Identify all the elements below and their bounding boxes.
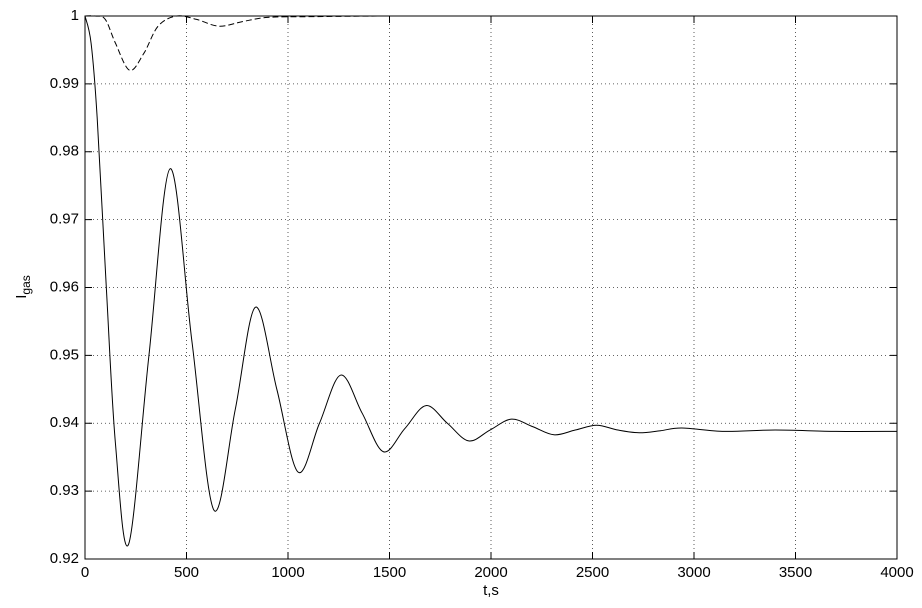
- x-axis-label: t,s: [483, 582, 499, 599]
- x-tick-label: 3500: [779, 564, 812, 581]
- y-tick-label: 0.99: [50, 75, 79, 92]
- x-tick-label: 2500: [576, 564, 609, 581]
- y-tick-label: 0.96: [50, 278, 79, 295]
- x-tick-label: 3000: [677, 564, 710, 581]
- x-tick-label: 1000: [271, 564, 304, 581]
- y-tick-label: 0.94: [50, 414, 79, 431]
- data-line: [84, 15, 898, 547]
- y-axis-label: Igas: [13, 275, 33, 299]
- data-line: [84, 15, 897, 71]
- y-tick-label: 0.98: [50, 143, 79, 160]
- x-tick-label: 2000: [474, 564, 507, 581]
- y-tick-label: 0.92: [50, 550, 79, 567]
- x-tick-label: 1500: [373, 564, 406, 581]
- y-axis-label-sub: gas: [19, 275, 33, 294]
- y-tick-label: 1: [71, 7, 79, 24]
- y-tick-label: 0.97: [50, 211, 79, 228]
- y-axis-label-main: I: [13, 295, 30, 299]
- x-tick-label: 0: [81, 564, 89, 581]
- x-tick-label: 4000: [880, 564, 913, 581]
- y-tick-label: 0.93: [50, 482, 79, 499]
- y-tick-label: 0.95: [50, 346, 79, 363]
- x-tick-label: 500: [174, 564, 199, 581]
